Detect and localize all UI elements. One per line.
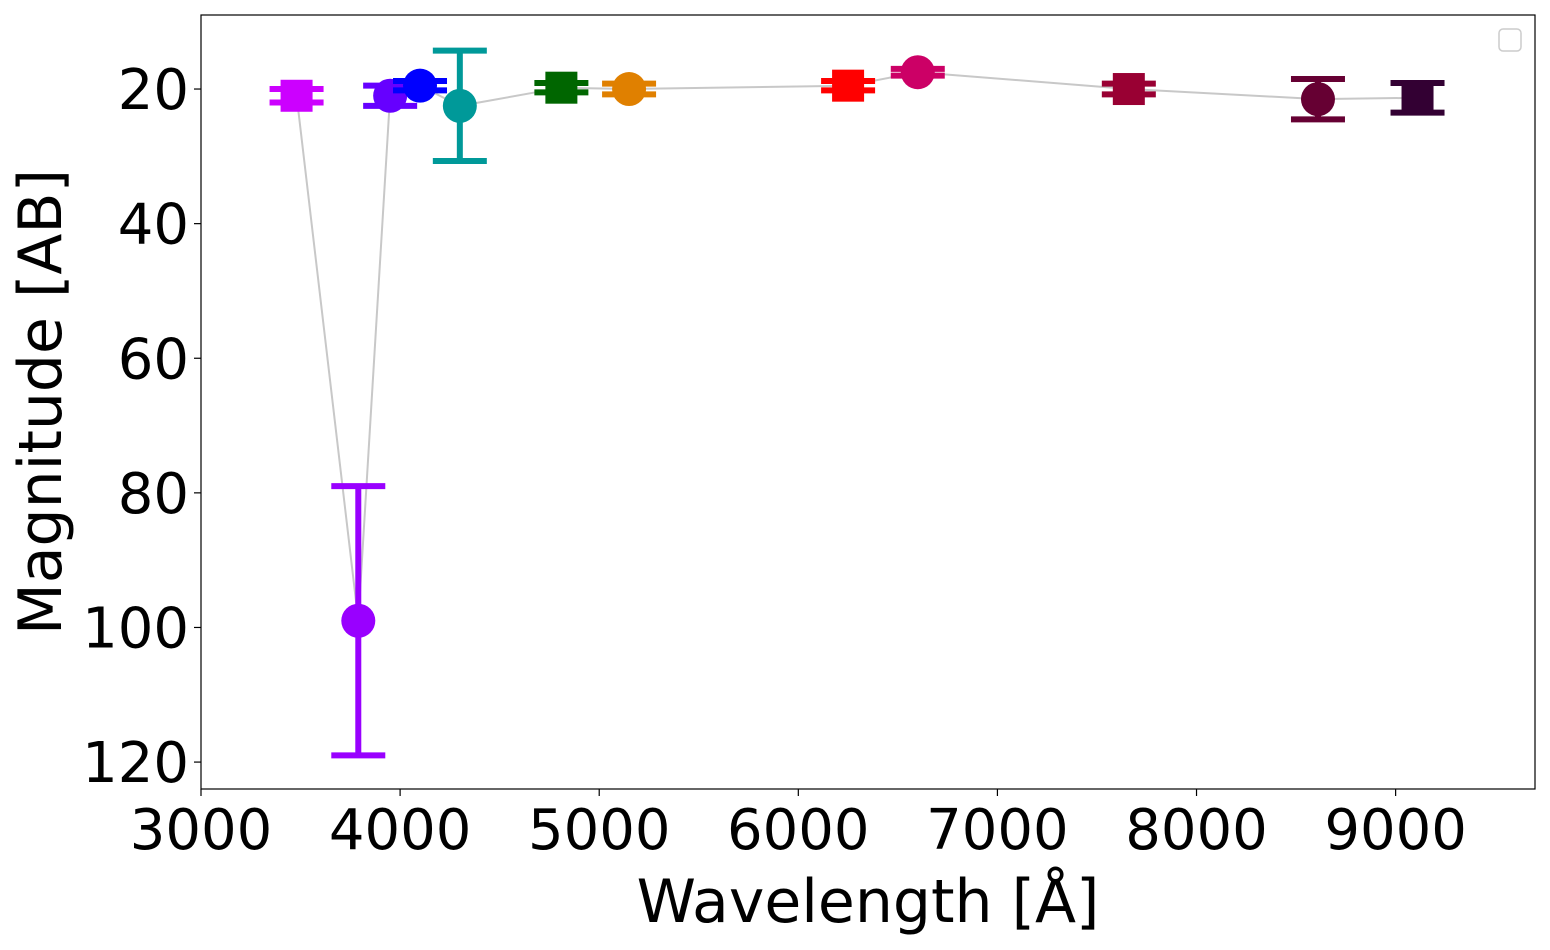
circle-marker: [900, 55, 935, 90]
square-marker: [280, 79, 313, 112]
x-tick-label: 4000: [329, 798, 472, 863]
circle-marker: [612, 72, 647, 107]
x-axis-label: Wavelength [Å]: [637, 866, 1100, 937]
data-point: [331, 483, 386, 759]
square-marker: [545, 71, 578, 104]
data-point: [432, 47, 487, 165]
legend-box: [1498, 28, 1522, 52]
connector-layer: [295, 71, 1418, 621]
y-tick-label: 80: [118, 462, 189, 527]
y-tick-label: 100: [82, 596, 189, 661]
circle-marker: [1300, 82, 1335, 117]
data-point: [890, 55, 945, 90]
x-tick-label: 7000: [926, 798, 1069, 863]
points-layer: [269, 47, 1445, 759]
x-tick-label: 6000: [727, 798, 870, 863]
data-point: [1290, 75, 1345, 123]
x-tick-label: 9000: [1324, 798, 1467, 863]
y-axis: 20 40 60 80 100 120: [82, 58, 201, 796]
y-tick-label: 20: [118, 58, 189, 123]
square-marker: [1112, 73, 1145, 106]
circle-marker: [373, 78, 408, 113]
data-point: [821, 69, 876, 102]
data-point: [602, 72, 657, 107]
x-tick-label: 8000: [1125, 798, 1268, 863]
x-tick-label: 3000: [130, 798, 273, 863]
y-tick-label: 60: [118, 327, 189, 392]
plot-frame: [200, 14, 1536, 790]
data-point: [1390, 79, 1445, 116]
data-point: [393, 68, 448, 103]
x-axis: 3000 4000 5000 6000 7000 8000 9000: [130, 789, 1467, 863]
circle-marker: [442, 88, 477, 123]
data-point: [1101, 73, 1156, 106]
data-point: [534, 71, 589, 104]
circle-marker: [403, 68, 438, 103]
square-marker: [1401, 81, 1434, 114]
x-tick-label: 5000: [528, 798, 671, 863]
data-point: [269, 79, 324, 112]
y-tick-label: 40: [118, 193, 189, 258]
circle-marker: [341, 603, 376, 638]
y-tick-label: 120: [82, 731, 189, 796]
square-marker: [832, 69, 865, 102]
y-axis-label: Magnitude [AB]: [6, 169, 76, 635]
connector-line: [295, 71, 1418, 621]
